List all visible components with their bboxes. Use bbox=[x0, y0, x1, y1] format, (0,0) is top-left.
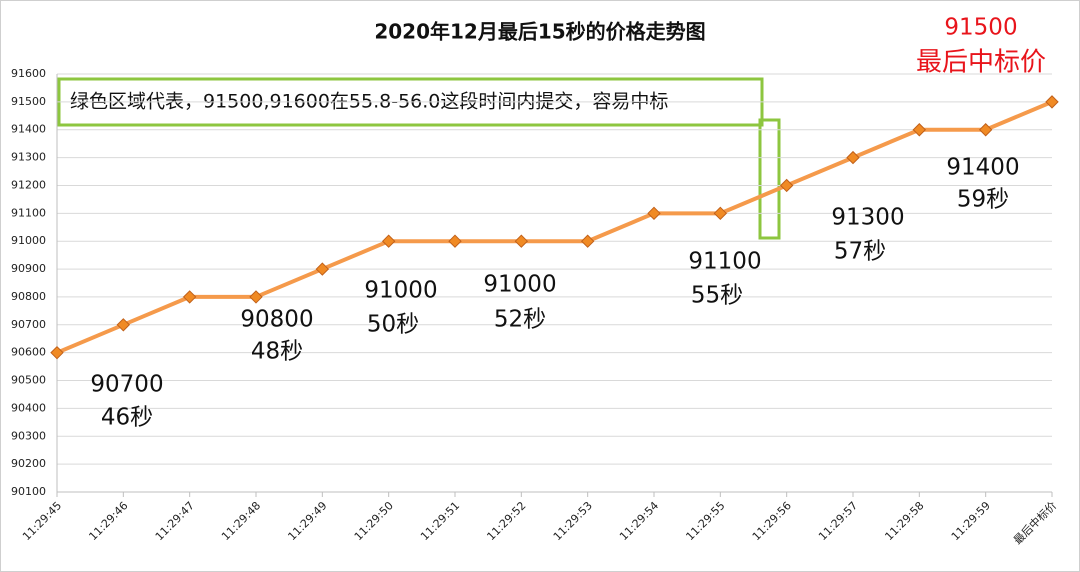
y-tick-label: 91500 bbox=[11, 95, 46, 108]
highlight-region bbox=[758, 118, 781, 240]
y-tick-label: 90200 bbox=[11, 457, 46, 470]
y-tick-label: 90300 bbox=[11, 429, 46, 442]
annotation: 48秒 bbox=[251, 339, 303, 365]
data-point bbox=[116, 318, 131, 332]
y-tick-label: 90900 bbox=[11, 262, 46, 275]
data-point bbox=[713, 206, 728, 221]
data-point bbox=[50, 345, 64, 360]
annotation: 91300 bbox=[831, 205, 904, 231]
data-point bbox=[912, 123, 927, 137]
chart-title: 2020年12月最后15秒的价格走势图 bbox=[374, 20, 705, 44]
data-point bbox=[1045, 95, 1059, 109]
annotation: 91000 bbox=[483, 272, 556, 298]
annotation: 52秒 bbox=[494, 307, 546, 333]
y-tick-label: 91000 bbox=[11, 234, 46, 247]
annotation: 59秒 bbox=[957, 187, 1009, 213]
data-point bbox=[647, 206, 661, 221]
annotation: 91000 bbox=[364, 278, 437, 304]
annotation: 90700 bbox=[90, 372, 163, 398]
y-tick-label: 91400 bbox=[11, 123, 46, 136]
data-point bbox=[514, 234, 529, 248]
data-point bbox=[249, 290, 263, 304]
annotation: 91100 bbox=[688, 249, 761, 275]
y-tick-label: 90600 bbox=[11, 346, 46, 359]
series-line bbox=[56, 100, 1053, 355]
annotation: 57秒 bbox=[834, 239, 886, 265]
y-tick-label: 90100 bbox=[11, 485, 46, 498]
data-point bbox=[978, 123, 993, 137]
y-tick-label: 91100 bbox=[11, 206, 46, 219]
y-tick-label: 91600 bbox=[11, 67, 46, 80]
annotation: 最后中标价 bbox=[916, 48, 1046, 78]
data-point bbox=[182, 290, 197, 304]
data-point bbox=[779, 178, 794, 193]
y-tick-label: 90700 bbox=[11, 318, 46, 331]
annotation: 55秒 bbox=[691, 283, 743, 309]
annotation: 91400 bbox=[946, 155, 1019, 181]
y-tick-label: 90400 bbox=[11, 401, 46, 414]
y-tick-label: 91200 bbox=[11, 178, 46, 191]
data-point bbox=[315, 262, 330, 276]
y-tick-label: 91300 bbox=[11, 151, 46, 164]
data-point bbox=[381, 234, 396, 248]
y-tick-label: 90500 bbox=[11, 374, 46, 387]
data-point bbox=[846, 150, 860, 165]
data-point bbox=[580, 234, 595, 248]
annotation: 91500 bbox=[944, 15, 1017, 41]
y-tick-label: 90800 bbox=[11, 290, 46, 303]
data-point bbox=[448, 234, 462, 248]
annotation: 90800 bbox=[240, 307, 313, 333]
annotation: 46秒 bbox=[101, 405, 153, 431]
annotation: 50秒 bbox=[367, 312, 419, 338]
